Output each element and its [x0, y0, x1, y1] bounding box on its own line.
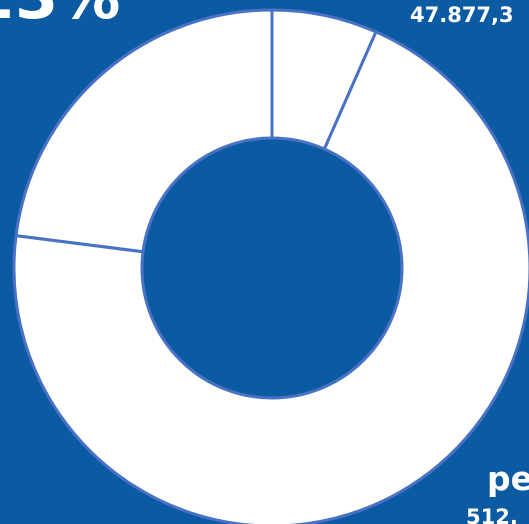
- percent-label: 23%: [0, 0, 120, 33]
- amount-label: 47.877,3: [410, 3, 514, 27]
- donut-hole: [140, 136, 404, 400]
- amount-label: 512.: [466, 505, 518, 524]
- category-label: pe: [487, 459, 529, 498]
